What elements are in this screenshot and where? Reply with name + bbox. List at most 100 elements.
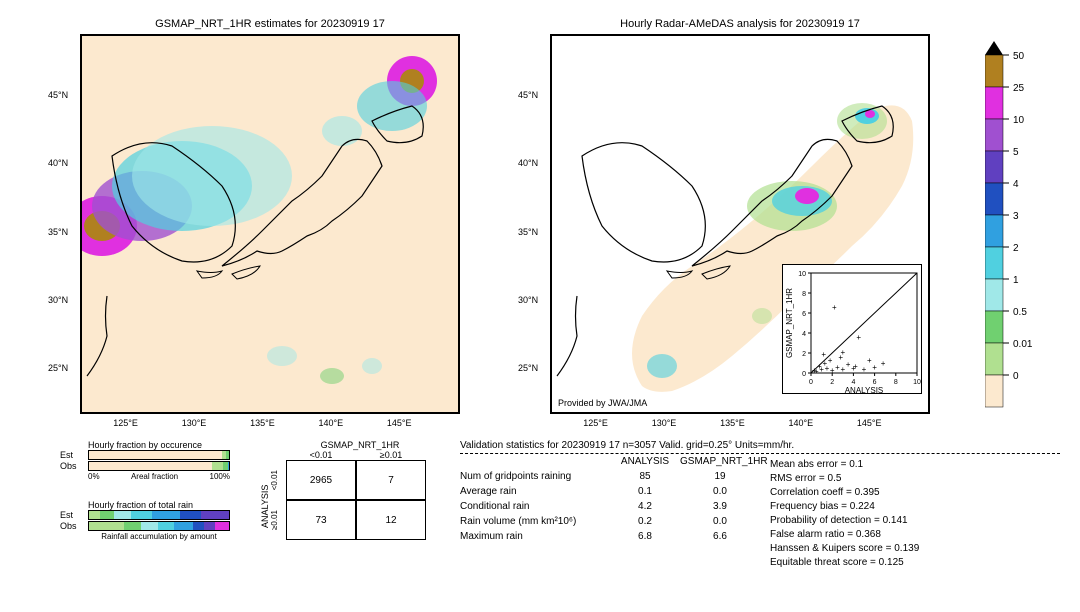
val-row-analysis: 85 bbox=[610, 471, 680, 482]
bar-seg bbox=[89, 522, 124, 530]
svg-text:50: 50 bbox=[1013, 51, 1025, 62]
svg-text:+: + bbox=[838, 353, 843, 362]
bar-row-label: Obs bbox=[60, 461, 88, 471]
bar-seg bbox=[158, 522, 175, 530]
bar-seg bbox=[201, 511, 229, 519]
bar-seg bbox=[89, 451, 222, 459]
bar-row: Est bbox=[60, 450, 230, 460]
bar-seg bbox=[174, 522, 192, 530]
svg-text:10: 10 bbox=[1013, 115, 1025, 126]
bar-seg bbox=[193, 522, 204, 530]
svg-text:+: + bbox=[867, 356, 872, 365]
val-row-label: Rain volume (mm km²10⁶) bbox=[460, 516, 610, 527]
svg-text:+: + bbox=[872, 363, 877, 372]
ct-00: 2965 bbox=[286, 460, 356, 500]
bar-seg bbox=[215, 522, 229, 530]
x-tick: 130°E bbox=[652, 418, 677, 428]
svg-text:4: 4 bbox=[851, 379, 855, 386]
tot-xlabel: Rainfall accumulation by amount bbox=[88, 532, 230, 541]
val-row-label: Average rain bbox=[460, 486, 610, 497]
val-stat-row: Mean abs error = 0.1 bbox=[770, 459, 990, 470]
val-row-label: Maximum rain bbox=[460, 531, 610, 542]
val-stat-row: False alarm ratio = 0.368 bbox=[770, 529, 990, 540]
y-tick: 40°N bbox=[518, 158, 538, 168]
hourly-total-chart: Hourly fraction of total rain EstObs Rai… bbox=[60, 500, 230, 541]
svg-text:+: + bbox=[862, 365, 867, 374]
svg-text:+: + bbox=[822, 359, 827, 368]
bar-seg bbox=[180, 511, 201, 519]
contingency-table: GSMAP_NRT_1HR ANALYSIS <0.01 ≥0.01 <0.01… bbox=[260, 440, 430, 546]
scatter-svg: 02468100246810++++++++++++++++++++++ANAL… bbox=[783, 265, 923, 395]
val-row-analysis: 6.8 bbox=[610, 531, 680, 542]
hourly-occurrence-chart: Hourly fraction by occurence EstObs 0% A… bbox=[60, 440, 230, 481]
val-row-label: Conditional rain bbox=[460, 501, 610, 512]
bar-row: Obs bbox=[60, 521, 230, 531]
val-row-gsmap: 0.0 bbox=[680, 516, 760, 527]
svg-text:6: 6 bbox=[802, 311, 806, 318]
svg-text:6: 6 bbox=[873, 379, 877, 386]
bar-row: Obs bbox=[60, 461, 230, 471]
val-stat-row: Probability of detection = 0.141 bbox=[770, 515, 990, 526]
left-map-panel: GSMAP_NRT_1HR estimates for 20230919 17 bbox=[80, 18, 460, 414]
x-tick: 130°E bbox=[182, 418, 207, 428]
val-row: Average rain0.10.0 bbox=[460, 486, 760, 497]
occ-xlabel: Areal fraction bbox=[131, 472, 178, 481]
colorbar: 502510543210.50.010 bbox=[985, 35, 1055, 418]
svg-text:0.01: 0.01 bbox=[1013, 339, 1033, 350]
bar-row-label: Obs bbox=[60, 521, 88, 531]
svg-text:0: 0 bbox=[802, 371, 806, 378]
x-tick: 135°E bbox=[720, 418, 745, 428]
bar-seg bbox=[141, 522, 158, 530]
occ-x0: 0% bbox=[88, 472, 100, 481]
val-stat-row: Frequency bias = 0.224 bbox=[770, 501, 990, 512]
svg-text:25: 25 bbox=[1013, 83, 1025, 94]
svg-text:10: 10 bbox=[798, 271, 806, 278]
occ-bars: EstObs bbox=[60, 450, 230, 471]
ct-10: 73 bbox=[286, 500, 356, 540]
svg-text:2: 2 bbox=[802, 351, 806, 358]
x-tick: 135°E bbox=[250, 418, 275, 428]
val-colA: ANALYSIS bbox=[610, 456, 680, 467]
val-stat-row: Equitable threat score = 0.125 bbox=[770, 557, 990, 568]
ct-col1: ≥0.01 bbox=[356, 450, 426, 460]
svg-text:+: + bbox=[881, 359, 886, 368]
svg-text:+: + bbox=[840, 365, 845, 374]
val-row-gsmap: 19 bbox=[680, 471, 760, 482]
colorbar-svg: 502510543210.50.010 bbox=[985, 35, 1055, 415]
bar-seg bbox=[226, 451, 229, 459]
ct-row-header: ANALYSIS bbox=[260, 466, 270, 546]
y-tick: 45°N bbox=[48, 90, 68, 100]
y-tick: 25°N bbox=[518, 363, 538, 373]
svg-text:+: + bbox=[817, 362, 822, 371]
bar-seg bbox=[89, 511, 100, 519]
svg-text:ANALYSIS: ANALYSIS bbox=[845, 386, 884, 395]
val-row: Conditional rain4.23.9 bbox=[460, 501, 760, 512]
bar-row-label: Est bbox=[60, 450, 88, 460]
x-tick: 145°E bbox=[857, 418, 882, 428]
x-tick: 145°E bbox=[387, 418, 412, 428]
bar-seg bbox=[114, 511, 131, 519]
val-row: Maximum rain6.86.6 bbox=[460, 531, 760, 542]
scatter-inset: 02468100246810++++++++++++++++++++++ANAL… bbox=[782, 264, 922, 394]
val-colG: GSMAP_NRT_1HR bbox=[680, 456, 760, 467]
svg-text:5: 5 bbox=[1013, 147, 1019, 158]
y-tick: 25°N bbox=[48, 363, 68, 373]
bar-seg bbox=[89, 462, 212, 470]
x-tick: 125°E bbox=[583, 418, 608, 428]
val-stat-row: Hanssen & Kuipers score = 0.139 bbox=[770, 543, 990, 554]
svg-text:GSMAP_NRT_1HR: GSMAP_NRT_1HR bbox=[785, 288, 794, 358]
val-row-gsmap: 3.9 bbox=[680, 501, 760, 512]
x-tick: 140°E bbox=[318, 418, 343, 428]
svg-text:10: 10 bbox=[913, 379, 921, 386]
ct-row0: <0.01 bbox=[270, 470, 286, 490]
provided-by-label: Provided by JWA/JMA bbox=[558, 398, 647, 408]
left-map-frame bbox=[80, 34, 460, 414]
bar-seg bbox=[204, 522, 215, 530]
svg-text:+: + bbox=[821, 350, 826, 359]
val-row-analysis: 0.1 bbox=[610, 486, 680, 497]
svg-text:3: 3 bbox=[1013, 211, 1019, 222]
val-row-gsmap: 6.6 bbox=[680, 531, 760, 542]
svg-text:+: + bbox=[856, 333, 861, 342]
figure-root: GSMAP_NRT_1HR estimates for 20230919 17 bbox=[0, 0, 1080, 612]
svg-text:+: + bbox=[832, 303, 837, 312]
